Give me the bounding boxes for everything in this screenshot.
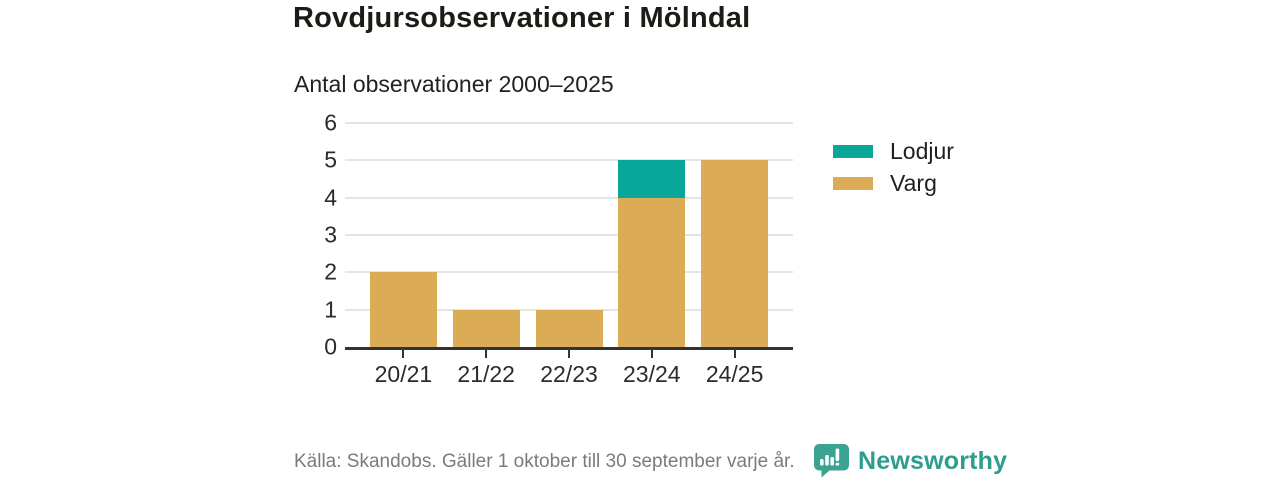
- gridline: [345, 159, 793, 162]
- source-note: Källa: Skandobs. Gäller 1 oktober till 3…: [294, 451, 795, 472]
- newsworthy-logo-icon: [814, 444, 849, 478]
- x-tick: [402, 350, 405, 358]
- y-tick-label: 3: [324, 221, 337, 248]
- bar-segment-lodjur: [618, 160, 686, 198]
- y-tick-label: 1: [324, 296, 337, 323]
- x-tick: [485, 350, 488, 358]
- legend-label: Lodjur: [890, 137, 954, 164]
- bar-segment-varg: [701, 160, 769, 347]
- legend-swatch-varg: [833, 176, 873, 190]
- y-tick-label: 2: [324, 258, 337, 285]
- y-tick-label: 5: [324, 146, 337, 173]
- x-tick: [650, 350, 653, 358]
- y-tick-label: 0: [324, 333, 337, 360]
- y-tick-label: 4: [324, 184, 337, 211]
- x-tick: [733, 350, 736, 358]
- newsworthy-brand: Newsworthy: [813, 443, 1007, 479]
- y-axis-labels: 0 1 2 3 4 5 6: [280, 111, 337, 358]
- x-tick-label: 24/25: [705, 361, 764, 387]
- chart-subtitle: Antal observationer 2000–2025: [294, 71, 614, 97]
- legend-row: Lodjur: [833, 137, 954, 164]
- bar-segment-varg: [452, 309, 520, 347]
- legend-row: Varg: [833, 169, 954, 196]
- bar-segment-varg: [369, 272, 437, 347]
- legend: Lodjur Varg: [833, 137, 954, 204]
- x-tick-label: 21/22: [457, 361, 515, 387]
- bar-segment-varg: [618, 197, 686, 347]
- x-tick-label: 22/23: [540, 361, 598, 387]
- gridline: [345, 196, 793, 199]
- plot-area: [345, 122, 793, 350]
- gridline: [345, 234, 793, 236]
- gridline: [345, 271, 793, 274]
- legend-label: Varg: [890, 169, 937, 196]
- x-tick-label: 23/24: [623, 361, 681, 387]
- bar-segment-varg: [535, 309, 603, 347]
- x-tick: [568, 350, 570, 358]
- x-axis: 20/21 21/22 22/23 23/24 24/25: [345, 350, 793, 398]
- newsworthy-brand-name: Newsworthy: [858, 446, 1008, 475]
- legend-swatch-lodjur: [833, 144, 873, 158]
- gridline: [345, 122, 793, 124]
- gridline: [345, 308, 793, 311]
- chart-title: Rovdjursobservationer i Mölndal: [293, 2, 751, 34]
- y-tick-label: 6: [324, 109, 337, 136]
- x-tick-label: 20/21: [374, 361, 433, 387]
